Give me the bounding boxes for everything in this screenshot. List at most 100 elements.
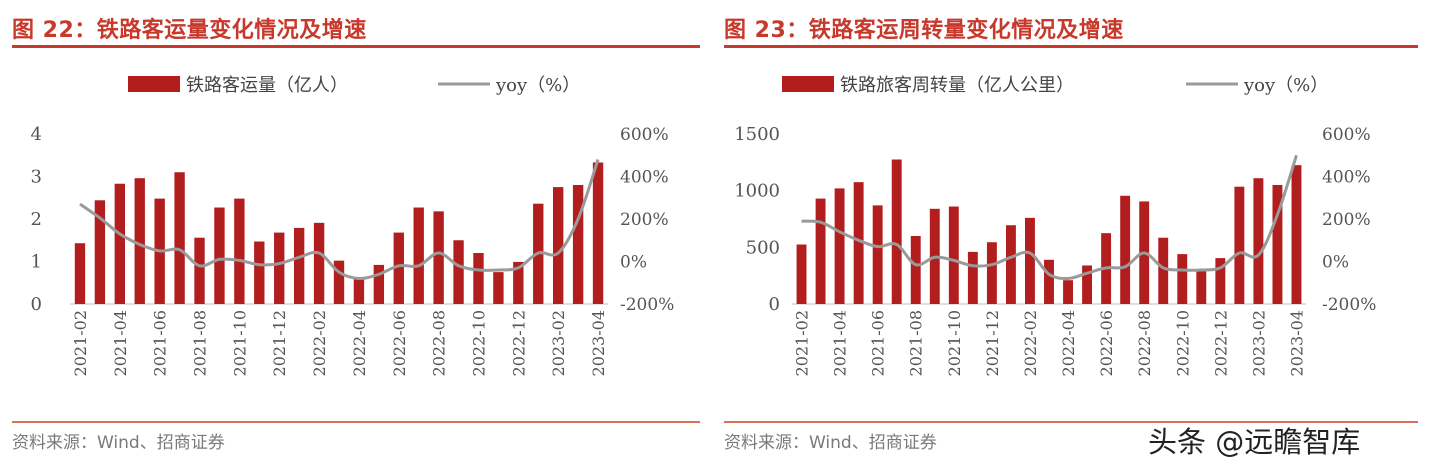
x-tick-label: 2022-02	[1021, 310, 1040, 376]
passenger-turnover-chart: 铁路旅客周转量（亿人公里） yoy（%） 0 500 1000 1500 -200% 0% 20…	[734, 75, 1376, 376]
bar	[1005, 225, 1016, 304]
y-right-tick-label: -200%	[1322, 295, 1376, 315]
bar	[313, 222, 325, 304]
bar	[114, 183, 125, 304]
x-tick-label: 2022-12	[1211, 310, 1230, 376]
bar	[134, 178, 145, 304]
figure-22-panel: 图 22：铁路客运量变化情况及增速 铁路客运量（亿人） yoy（%） 0 1 2 3 4 -2…	[0, 0, 712, 472]
legend-label-bar: 铁路客运量（亿人）	[186, 75, 348, 96]
y-left-tick-label: 4	[31, 124, 42, 145]
bar	[1215, 258, 1226, 304]
bar	[413, 207, 424, 304]
bar	[1158, 237, 1169, 304]
legend-label-line: yoy（%）	[495, 75, 580, 96]
bar	[834, 188, 845, 304]
legend-swatch-bar	[128, 76, 180, 92]
x-tick-label: 2021-12	[270, 310, 289, 376]
bar	[572, 185, 584, 304]
bar	[333, 260, 345, 304]
bar	[853, 182, 864, 304]
y-right-tick-label: 0%	[620, 253, 647, 273]
bar	[948, 206, 959, 304]
bar	[453, 240, 464, 304]
x-tick-label: 2021-06	[151, 310, 170, 376]
x-tick-label: 2023-02	[549, 310, 568, 376]
x-tick-label: 2021-10	[230, 310, 249, 376]
x-tick-label: 2022-04	[350, 310, 369, 376]
x-tick-label: 2021-02	[71, 310, 90, 376]
bar	[1196, 271, 1207, 304]
bar	[1044, 259, 1054, 304]
y-left-tick-label: 3	[31, 167, 42, 188]
title-divider	[12, 45, 700, 48]
bottom-divider	[724, 421, 1418, 423]
bar	[254, 241, 265, 304]
bar	[910, 236, 921, 304]
bar	[986, 242, 997, 304]
y-right-tick-label: 600%	[1322, 125, 1371, 145]
x-tick-label: 2023-04	[1288, 310, 1307, 376]
x-tick-label: 2022-02	[310, 310, 329, 376]
bar	[513, 261, 524, 304]
bar	[592, 162, 604, 304]
figure-title: 图 23：铁路客运周转量变化情况及增速	[724, 18, 1124, 43]
y-right-tick-label: 400%	[620, 168, 669, 188]
bar	[373, 264, 385, 304]
y-left-tick-label: 0	[31, 294, 42, 315]
y-right-tick-label: -200%	[620, 295, 674, 315]
y-left-tick-label: 1500	[734, 124, 780, 145]
bar	[393, 232, 404, 304]
y-right-tick-label: 0%	[1322, 253, 1349, 273]
bar	[433, 211, 444, 304]
x-tick-label: 2022-04	[1059, 310, 1078, 376]
x-tick-label: 2021-06	[869, 310, 888, 376]
bar	[1120, 195, 1131, 304]
bar	[234, 198, 245, 304]
bar	[94, 200, 106, 304]
x-tick-label: 2022-12	[509, 310, 528, 376]
bar	[493, 272, 504, 304]
x-tick-label: 2021-02	[793, 310, 812, 376]
title-divider	[724, 45, 1418, 48]
x-tick-label: 2021-08	[191, 310, 210, 376]
x-tick-label: 2021-08	[907, 310, 926, 376]
x-tick-label: 2022-08	[1135, 310, 1154, 376]
y-left-tick-label: 1	[31, 252, 42, 273]
bar	[1063, 280, 1073, 304]
x-tick-label: 2023-04	[589, 310, 608, 376]
legend-label-bar: 铁路旅客周转量（亿人公里）	[840, 75, 1074, 96]
bar	[1291, 165, 1302, 304]
yoy-series-line	[79, 159, 600, 281]
source-note: 资料来源：Wind、招商证券	[724, 433, 937, 453]
bar	[1234, 186, 1245, 304]
bottom-divider	[12, 421, 700, 423]
bar	[553, 187, 564, 304]
watermark-text: 头条 @远瞻智库	[1148, 425, 1361, 459]
x-tick-label: 2022-06	[390, 310, 409, 376]
y-right-tick-label: 400%	[1322, 168, 1371, 188]
bar	[473, 253, 484, 304]
x-tick-label: 2022-06	[1097, 310, 1116, 376]
x-tick-label: 2023-02	[1249, 310, 1268, 376]
x-tick-label: 2021-04	[111, 310, 130, 376]
x-tick-label: 2021-04	[831, 310, 850, 376]
passenger-volume-chart: 铁路客运量（亿人） yoy（%） 0 1 2 3 4 -200% 0% 200% 400% 600% 2…	[31, 75, 675, 376]
bar	[194, 237, 205, 304]
y-left-tick-label: 0	[769, 294, 780, 315]
x-tick-label: 2022-08	[430, 310, 449, 376]
bar	[872, 205, 883, 304]
figure-23-panel: 图 23：铁路客运周转量变化情况及增速 铁路旅客周转量（亿人公里） yoy（%） 0…	[712, 0, 1430, 472]
bar	[1177, 254, 1188, 304]
bar	[815, 198, 826, 304]
y-left-tick-label: 500	[746, 237, 780, 258]
bar	[1025, 217, 1035, 304]
bar	[353, 279, 365, 304]
x-tick-label: 2022-10	[470, 310, 489, 376]
bar	[1272, 185, 1283, 304]
x-tick-label: 2022-10	[1173, 310, 1192, 376]
legend-swatch-bar	[782, 76, 834, 92]
y-left-tick-label: 1000	[734, 181, 780, 202]
y-right-tick-label: 200%	[620, 210, 669, 230]
bar	[74, 243, 86, 304]
yoy-series-line	[801, 154, 1298, 281]
